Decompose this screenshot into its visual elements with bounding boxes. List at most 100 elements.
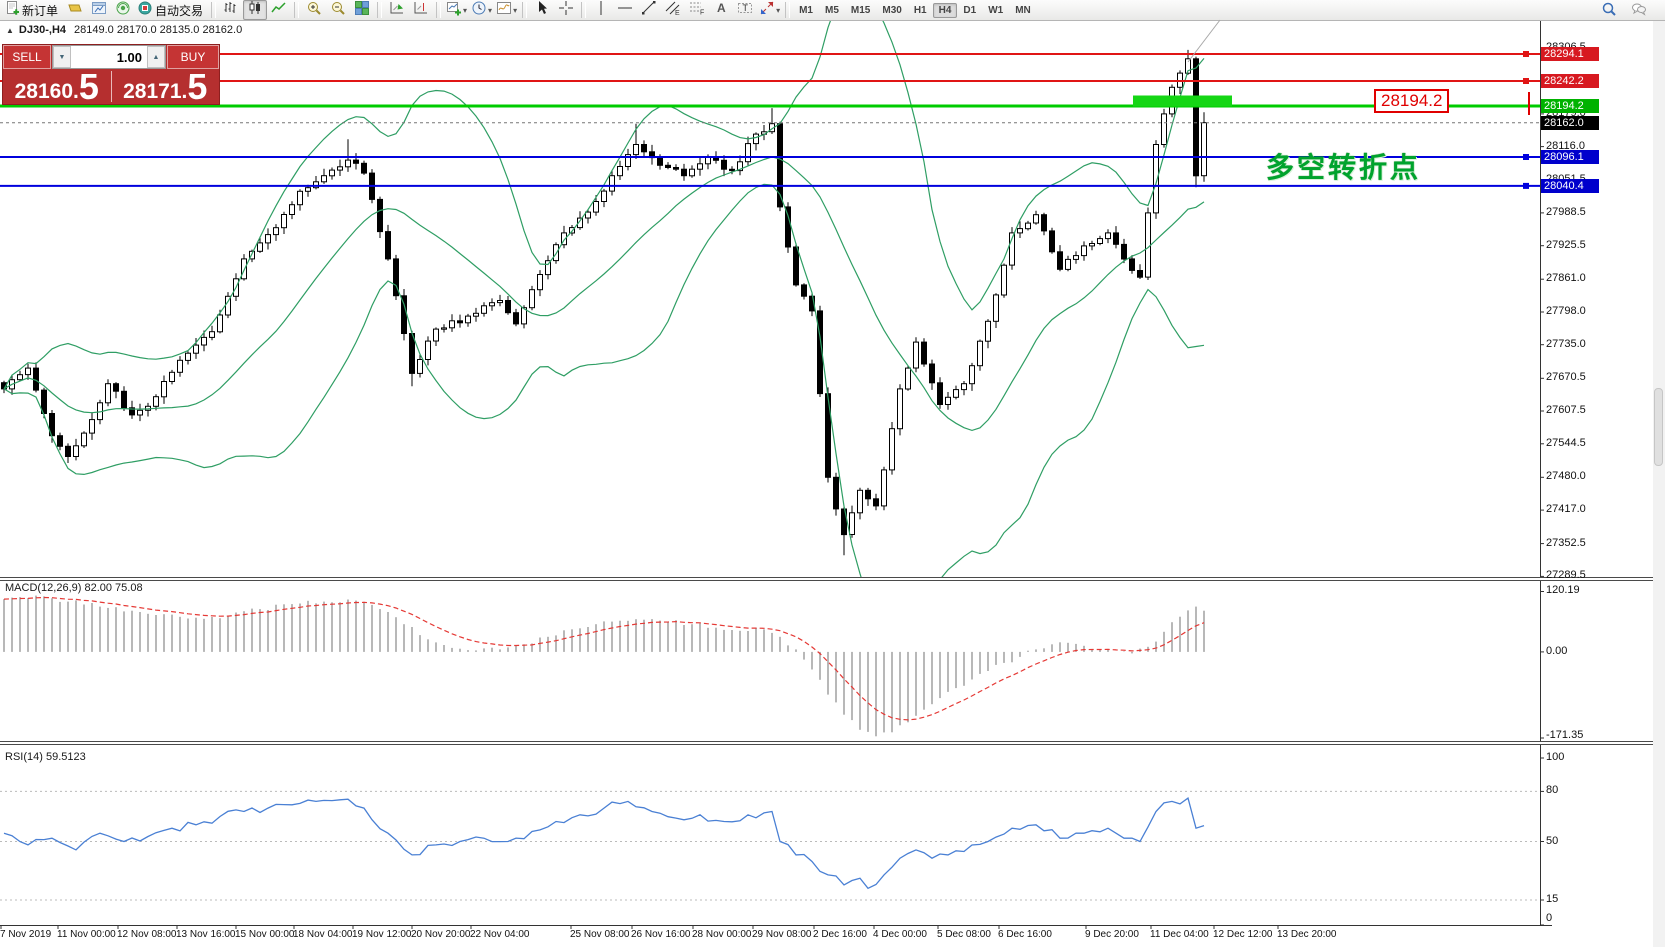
equidistant-channel-button[interactable]: E	[661, 0, 685, 20]
zoom-in-button[interactable]	[302, 0, 326, 20]
volume-increase-icon[interactable]: ▲	[147, 46, 165, 68]
text-button[interactable]: A	[709, 0, 733, 20]
autotrade-icon	[137, 0, 153, 21]
newchart-icon	[446, 0, 462, 21]
autoscroll-icon	[389, 0, 405, 21]
timeframe-button-h4[interactable]: H4	[932, 2, 958, 18]
turning-point-annotation[interactable]: 多空转折点	[1266, 151, 1422, 184]
search-button[interactable]	[1597, 1, 1621, 21]
volume-spinner[interactable]: ▼ 1.00 ▲	[52, 45, 166, 69]
price-tick-label: 27925.5	[1546, 239, 1586, 251]
cursor-button[interactable]	[530, 0, 554, 20]
fibonacci-button[interactable]: F	[685, 0, 709, 20]
indicator-tick-label: -171.35	[1546, 729, 1584, 741]
line-chart-button[interactable]	[267, 0, 291, 20]
sell-button[interactable]: SELL	[3, 45, 51, 69]
svg-text:A: A	[717, 1, 726, 15]
symbol-period-label: DJ30-,H4	[18, 24, 66, 36]
autotrading-button[interactable]: 自动交易	[135, 0, 208, 20]
svg-text:E: E	[675, 10, 680, 16]
volume-decrease-icon[interactable]: ▼	[53, 46, 71, 68]
price-tick-label: 27670.5	[1546, 371, 1586, 383]
indicator-tick-label: 80	[1546, 784, 1559, 796]
chat-icon	[1631, 1, 1647, 22]
buy-price-display[interactable]: 28171. 5	[123, 66, 208, 108]
periods-dropdown[interactable]: ▾	[469, 0, 494, 20]
price-tick-label: 27798.0	[1546, 305, 1586, 317]
timeframe-button-m5[interactable]: M5	[825, 4, 839, 16]
buy-button[interactable]: BUY	[167, 45, 219, 69]
rsi-series	[0, 790, 1540, 901]
ticket-icon	[67, 0, 83, 21]
toolbar-right-icons	[1597, 1, 1651, 21]
time-tick-label: 11 Dec 04:00	[1150, 929, 1209, 940]
trendline-button[interactable]	[637, 0, 661, 20]
time-tick-label: 11 Nov 00:00	[57, 929, 116, 940]
time-tick-label: 6 Dec 16:00	[998, 929, 1052, 940]
indicator-tick-label: 100	[1546, 751, 1565, 763]
vertical-line-button[interactable]	[589, 0, 613, 20]
toolbar-separator	[522, 2, 528, 18]
timeframe-button-mn[interactable]: MN	[1015, 4, 1031, 16]
price-tick-label: 27607.5	[1546, 404, 1586, 416]
price-level-badge: 28242.2	[1541, 74, 1599, 88]
new-chart-dropdown[interactable]: ▾	[444, 0, 469, 20]
one-click-trading-panel: SELL ▼ 1.00 ▲ BUY 28160. 5 28171. 5	[2, 44, 220, 105]
scrollbar-thumb[interactable]	[1654, 388, 1663, 466]
tile-icon	[354, 0, 370, 21]
signals-button[interactable]	[111, 0, 135, 20]
arrows-dropdown[interactable]: ▾	[757, 0, 782, 20]
hline-icon	[617, 0, 633, 21]
timeframe-button-m1[interactable]: M1	[799, 4, 813, 16]
main-toolbar: 新订单 自动交易 ▾ ▾ ▾ E F A T ▾ M1 M5 M15 M30 H1 H4 D1 W1 MN	[0, 0, 1665, 21]
crosshair-button[interactable]	[554, 0, 578, 20]
order-tickets-button[interactable]	[63, 0, 87, 20]
chevron-down-icon: ▾	[488, 5, 493, 15]
zoom-out-button[interactable]	[326, 0, 350, 20]
fibo-icon: F	[689, 0, 705, 21]
time-tick-label: 5 Dec 08:00	[937, 929, 991, 940]
timeframe-button-m30[interactable]: M30	[882, 4, 902, 16]
line-icon	[271, 0, 287, 21]
price-level-badge: 28194.2	[1541, 99, 1599, 113]
channel-icon: E	[665, 0, 681, 21]
candles-icon	[247, 0, 263, 21]
time-tick-label: 29 Nov 08:00	[752, 929, 812, 940]
rsi-indicator-label: RSI(14) 59.5123	[5, 751, 86, 763]
chart-window-button[interactable]	[87, 0, 111, 20]
clock-icon	[471, 0, 487, 21]
auto-scroll-button[interactable]	[385, 0, 409, 20]
rsi-pane-divider[interactable]	[0, 741, 1665, 745]
bars-icon	[223, 0, 239, 21]
volume-input[interactable]: 1.00	[116, 49, 142, 65]
cursor-icon	[534, 0, 550, 21]
templates-dropdown[interactable]: ▾	[494, 0, 519, 20]
timeframe-button-w1[interactable]: W1	[988, 4, 1004, 16]
macd-indicator-label: MACD(12,26,9) 82.00 75.08	[5, 582, 143, 594]
textA-icon: A	[713, 0, 729, 21]
candlestick-chart-button[interactable]	[243, 0, 268, 21]
text-label-button[interactable]: T	[733, 0, 757, 20]
new-order-button[interactable]: 新订单	[2, 0, 63, 20]
bar-chart-button[interactable]	[219, 0, 243, 20]
sell-price-display[interactable]: 28160. 5	[14, 66, 99, 108]
time-tick-label: 4 Dec 00:00	[873, 929, 927, 940]
vertical-scrollbar[interactable]	[1653, 21, 1665, 947]
time-tick-label: 12 Nov 08:00	[117, 929, 177, 940]
time-tick-label: 13 Dec 20:00	[1277, 929, 1337, 940]
toolbar-button-label: 自动交易	[155, 3, 204, 18]
macd-pane-divider[interactable]	[0, 577, 1665, 581]
horizontal-line-button[interactable]	[613, 0, 637, 20]
macd-series	[3, 595, 1205, 737]
tile-windows-button[interactable]	[350, 0, 374, 20]
collapse-panel-icon[interactable]: ▲	[6, 26, 14, 35]
candlestick-series	[1, 21, 1207, 578]
price-callout-box[interactable]: 28194.2	[1374, 89, 1450, 113]
chart-shift-button[interactable]	[409, 0, 433, 20]
labelT-icon: T	[737, 0, 753, 21]
timeframe-button-m15[interactable]: M15	[850, 4, 871, 16]
timeframe-button-h1[interactable]: H1	[913, 4, 927, 16]
chat-button[interactable]	[1627, 1, 1651, 21]
timeframe-button-d1[interactable]: D1	[963, 4, 977, 16]
